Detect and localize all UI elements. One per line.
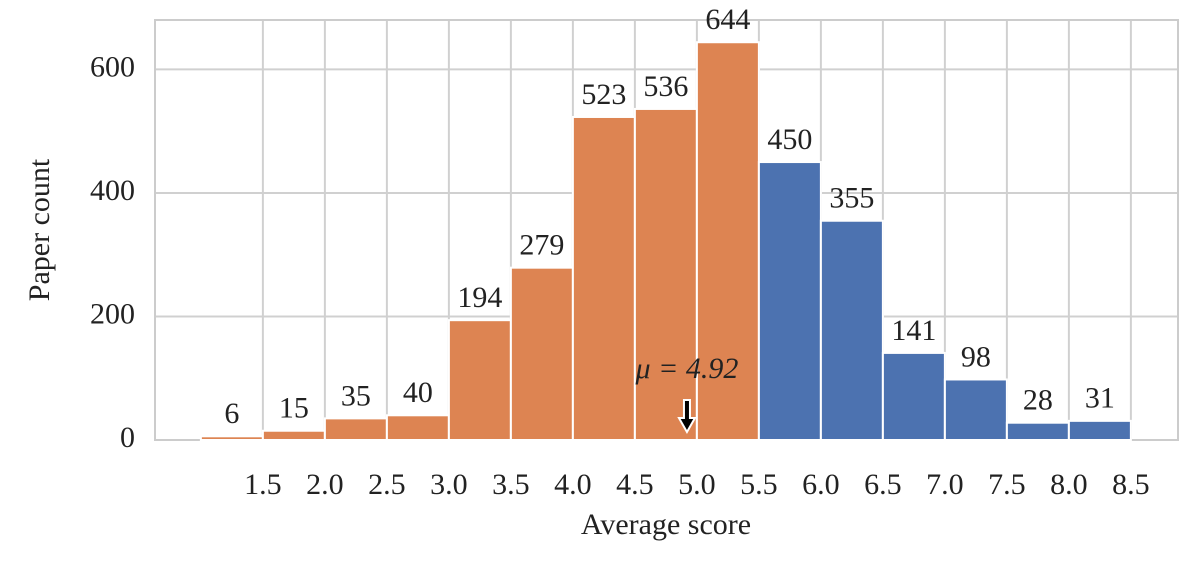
bar	[1067, 419, 1132, 441]
bar	[323, 417, 388, 442]
x-tick-label: 4.0	[554, 468, 592, 501]
y-tick-label: 600	[90, 50, 135, 83]
data-label: 644	[705, 3, 750, 36]
bar	[385, 414, 450, 442]
x-tick-label: 7.0	[926, 468, 964, 501]
x-tick-label: 1.5	[244, 468, 282, 501]
bar	[695, 41, 760, 442]
data-label: 6	[224, 397, 239, 430]
data-label: 536	[643, 70, 688, 103]
bar	[447, 319, 512, 442]
x-tick-label: 3.5	[492, 468, 530, 501]
data-label: 28	[1023, 384, 1053, 417]
x-tick-label: 2.0	[306, 468, 344, 501]
annotation: μ = 4.92	[635, 352, 739, 385]
x-tick-label: 4.5	[616, 468, 654, 501]
bar	[261, 429, 326, 441]
data-label: 40	[403, 376, 433, 409]
data-label: 523	[581, 78, 626, 111]
data-label: 15	[279, 392, 309, 425]
bar	[199, 435, 264, 442]
x-tick-label: 5.0	[678, 468, 716, 501]
y-tick-label: 0	[120, 421, 135, 454]
bar	[633, 107, 698, 442]
y-axis-label: Paper count	[23, 158, 56, 301]
data-label: 35	[341, 379, 371, 412]
x-axis-label: Average score	[581, 508, 751, 541]
x-tick-label: 3.0	[430, 468, 468, 501]
x-tick-label: 2.5	[368, 468, 406, 501]
data-label: 450	[767, 123, 812, 156]
x-tick-label: 6.5	[864, 468, 902, 501]
x-tick-label: 5.5	[740, 468, 778, 501]
x-tick-label: 6.0	[802, 468, 840, 501]
x-tick-label: 7.5	[988, 468, 1026, 501]
x-tick-label: 8.5	[1112, 468, 1150, 501]
data-label: 141	[891, 314, 936, 347]
y-tick-label: 400	[90, 174, 135, 207]
data-label: 98	[961, 340, 991, 373]
data-label: 31	[1085, 382, 1115, 415]
data-label: 279	[519, 229, 564, 262]
bar	[509, 266, 574, 442]
data-label: 355	[829, 182, 874, 215]
bar	[757, 161, 822, 441]
annotation-arrow	[677, 399, 697, 435]
bar	[881, 351, 946, 442]
bar	[571, 115, 636, 442]
bar	[1005, 421, 1070, 441]
bar	[819, 219, 884, 441]
y-tick-label: 200	[90, 297, 135, 330]
bar	[943, 378, 1008, 441]
data-label: 194	[457, 281, 502, 314]
x-tick-label: 8.0	[1050, 468, 1088, 501]
